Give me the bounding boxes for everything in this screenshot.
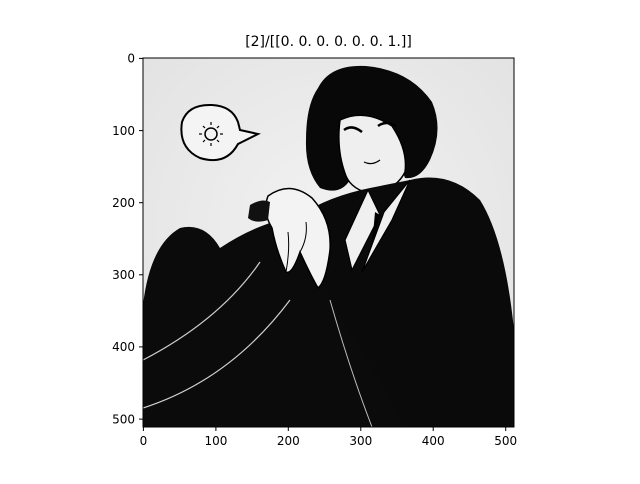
y-tick-label: 400 bbox=[112, 340, 135, 354]
x-tick-label: 300 bbox=[349, 434, 372, 448]
y-tick-label: 200 bbox=[112, 196, 135, 210]
x-tick-label: 200 bbox=[277, 434, 300, 448]
x-tick-label: 0 bbox=[140, 434, 148, 448]
hand bbox=[265, 187, 331, 290]
x-tick-label: 500 bbox=[494, 434, 517, 448]
x-tick-label: 100 bbox=[204, 434, 227, 448]
y-tick-label: 500 bbox=[112, 412, 135, 426]
x-axis: 0 100 200 300 400 500 bbox=[140, 427, 517, 448]
illustration-image bbox=[143, 58, 514, 427]
x-tick-label: 400 bbox=[422, 434, 445, 448]
y-tick-label: 100 bbox=[112, 124, 135, 138]
y-axis: 0 100 200 300 400 500 bbox=[112, 52, 143, 426]
legs bbox=[143, 220, 405, 427]
speech-bubble bbox=[180, 103, 261, 162]
y-tick-label: 300 bbox=[112, 268, 135, 282]
axes-frame bbox=[142, 57, 515, 428]
plot-title: [2]/[[0. 0. 0. 0. 0. 0. 1.]] bbox=[245, 34, 412, 50]
y-tick-label: 0 bbox=[127, 52, 135, 66]
sun-icon bbox=[204, 127, 218, 141]
